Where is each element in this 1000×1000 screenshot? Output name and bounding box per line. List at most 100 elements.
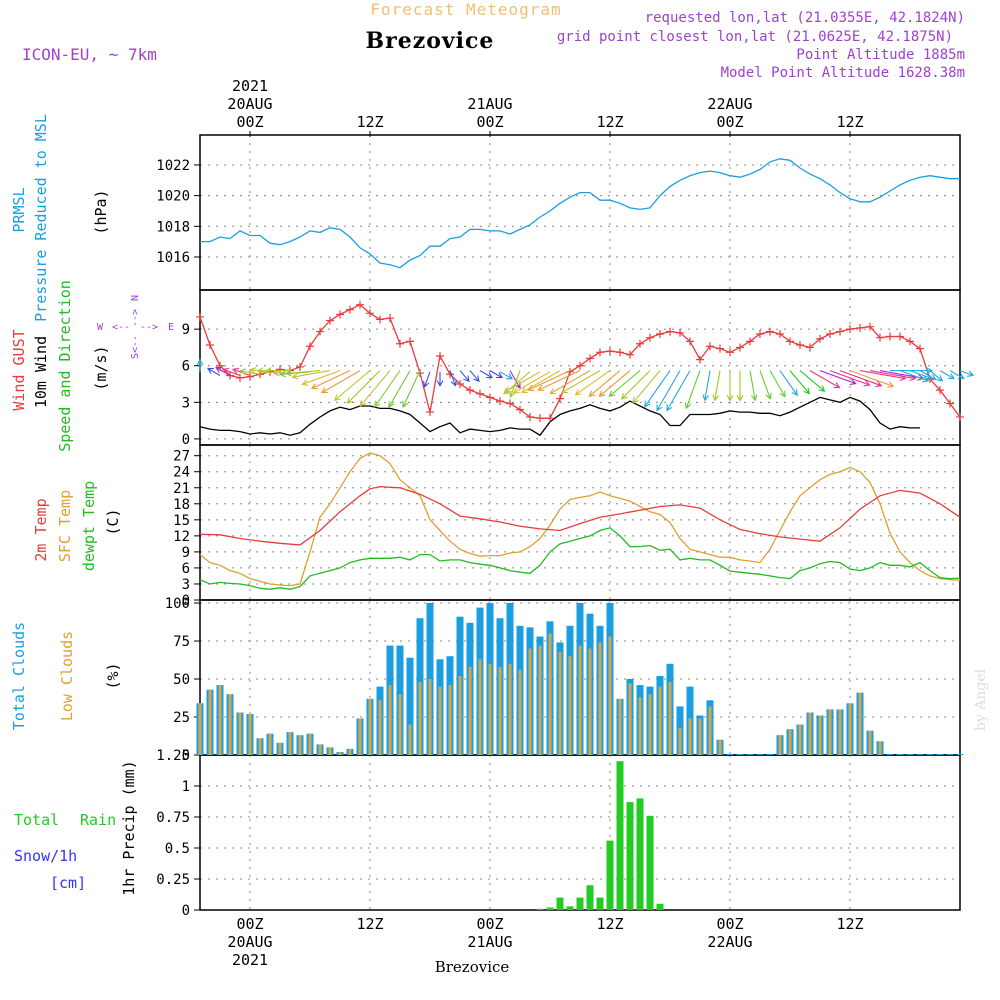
low-cloud-bar xyxy=(848,703,852,755)
low-cloud-bar xyxy=(298,735,302,755)
clouds-ytick-label: 0 xyxy=(182,748,190,764)
wind-gust-marker xyxy=(476,389,484,398)
wind-gust-marker xyxy=(626,350,634,359)
time-label-top: 22AUG xyxy=(707,95,752,113)
low-cloud-bar xyxy=(668,682,672,755)
low-cloud-bar xyxy=(808,712,812,755)
low-cloud-bar xyxy=(318,744,322,755)
time-label-top: 12Z xyxy=(836,113,863,131)
low-cloud-bar xyxy=(488,663,492,755)
wind-gust-marker xyxy=(956,412,964,421)
pressure-panel: 1016 1018 1020 1022 xyxy=(156,134,961,291)
low-cloud-bar xyxy=(718,739,722,755)
precip-bar xyxy=(616,761,624,910)
low-cloud-bar xyxy=(398,694,402,755)
compass-n: N xyxy=(130,295,141,301)
wind-gust-marker xyxy=(786,337,794,346)
temperature-ytick-label: 21 xyxy=(173,481,190,497)
wind-gust-marker xyxy=(416,369,424,378)
wind-arrow xyxy=(899,370,930,383)
wind-gust-marker xyxy=(576,361,584,370)
pressure-label-msl: Pressure Reduced to MSL xyxy=(32,114,50,322)
low-cloud-bar xyxy=(438,686,442,755)
wind-gust-marker xyxy=(936,386,944,395)
wind-arrow xyxy=(527,370,571,391)
precip-unit: 1hr Precip (mm) xyxy=(120,760,138,895)
temp-label-2m: 2m Temp xyxy=(32,498,50,561)
wind-arrow xyxy=(479,370,494,379)
precip-ytick-label: 0.5 xyxy=(165,841,190,857)
wind-gust-marker xyxy=(836,327,844,336)
wind-arrow xyxy=(359,370,391,407)
wind-arrow xyxy=(206,367,221,376)
wind-gust-marker xyxy=(726,348,734,357)
low-cloud-bar xyxy=(538,645,542,755)
low-cloud-bar xyxy=(198,703,202,755)
precip-bar xyxy=(606,840,614,910)
low-cloud-bar xyxy=(578,645,582,755)
wind-arrow xyxy=(939,370,955,380)
total-cloud-bar xyxy=(406,657,414,755)
wind-arrow xyxy=(222,367,241,377)
wind-arrow xyxy=(656,370,681,412)
time-label-top: 00Z xyxy=(476,113,503,131)
low-cloud-bar xyxy=(338,752,342,755)
precip-bar xyxy=(636,798,644,910)
wind-ytick-label: 0 xyxy=(182,432,190,448)
wind-arrow xyxy=(537,370,581,391)
time-label-top: 12Z xyxy=(356,113,383,131)
compass-arrow-left: <-- xyxy=(112,322,130,333)
temperature-ytick-label: 12 xyxy=(173,529,190,545)
wind-gust-marker xyxy=(686,337,694,346)
wind-arrow xyxy=(608,370,641,398)
temperature-ytick-label: 24 xyxy=(173,465,190,481)
time-label-top: 00Z xyxy=(716,113,743,131)
wind-gust-marker xyxy=(366,309,374,318)
precip-ytick-label: 0 xyxy=(182,903,190,919)
wind-arrow xyxy=(436,371,444,387)
wind-arrows xyxy=(196,358,975,412)
wind-gust-marker xyxy=(276,365,284,374)
wind-gust-marker xyxy=(486,393,494,402)
precip-bars xyxy=(536,761,664,910)
pressure-unit: (hPa) xyxy=(92,189,110,234)
precip-bar xyxy=(546,907,554,910)
clouds-ytick-label: 75 xyxy=(173,634,190,650)
wind-arrow xyxy=(320,370,361,394)
wind-gust-marker xyxy=(896,332,904,341)
low-cloud-bar xyxy=(708,706,712,755)
compass-rose: N --> W <-- --> E <-- S xyxy=(97,295,174,359)
pressure-label-prmsl: PRMSL xyxy=(10,187,28,232)
wind-arrow xyxy=(712,370,721,402)
model-point-altitude: Model Point Altitude 1628.38m xyxy=(721,65,965,81)
low-cloud-bar xyxy=(278,742,282,755)
clouds-ytick-label: 25 xyxy=(173,710,190,726)
wind-arrow xyxy=(929,370,944,382)
temperature-ytick-label: 0 xyxy=(182,593,190,609)
compass-s: S xyxy=(130,353,141,359)
wind-arrow xyxy=(919,370,937,381)
wind-unit: (m/s) xyxy=(92,345,110,390)
wind-gust-marker xyxy=(586,354,594,363)
low-cloud-bar xyxy=(838,709,842,755)
wind-arrow xyxy=(809,370,841,389)
dewpt-line xyxy=(199,527,961,590)
precip-ytick-label: 0.25 xyxy=(156,872,190,888)
precip-bar xyxy=(646,815,654,910)
wind-arrow xyxy=(799,370,826,392)
time-label-bottom: 00Z xyxy=(236,915,263,933)
wind-gust-marker xyxy=(736,343,744,352)
wind-arrow xyxy=(789,370,811,395)
precip-label-rain: Rain xyxy=(80,811,116,829)
low-cloud-bar xyxy=(478,659,482,755)
model-label: ICON-EU, ~ 7km xyxy=(22,45,157,64)
wind-arrow xyxy=(726,370,734,402)
temp-2m-line xyxy=(199,486,961,546)
low-cloud-bar xyxy=(238,712,242,755)
temp-unit: (C) xyxy=(104,508,122,535)
wind-gust-marker xyxy=(466,386,474,395)
low-cloud-bar xyxy=(688,718,692,755)
